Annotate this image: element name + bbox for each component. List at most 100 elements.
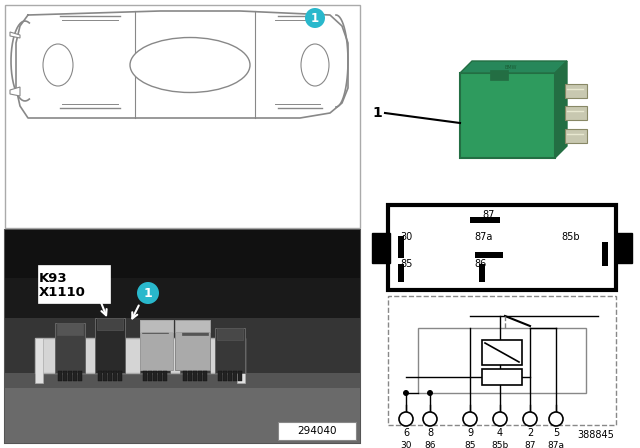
Bar	[193, 371, 197, 381]
Bar	[482, 340, 522, 365]
Bar	[140, 320, 173, 370]
Text: K93: K93	[39, 272, 68, 285]
Polygon shape	[460, 61, 567, 73]
Bar	[565, 129, 587, 143]
Circle shape	[305, 8, 325, 28]
Bar	[479, 264, 485, 282]
Bar	[183, 371, 187, 381]
Text: 87: 87	[524, 440, 536, 448]
Bar	[228, 371, 232, 381]
Bar	[482, 369, 522, 385]
Circle shape	[463, 412, 477, 426]
Bar	[153, 371, 157, 381]
Text: 87a: 87a	[547, 440, 564, 448]
Bar	[113, 371, 117, 381]
Text: 30: 30	[400, 232, 412, 242]
Bar	[35, 338, 43, 383]
Bar	[460, 73, 555, 158]
Bar	[5, 388, 360, 443]
Bar	[5, 230, 360, 278]
Text: 86: 86	[475, 259, 487, 269]
Bar	[372, 233, 390, 263]
Bar	[57, 323, 83, 335]
Text: 85b: 85b	[561, 232, 580, 242]
Text: 1: 1	[311, 12, 319, 25]
Circle shape	[137, 282, 159, 304]
Circle shape	[423, 412, 437, 426]
Text: 87: 87	[482, 210, 495, 220]
Bar	[215, 328, 245, 373]
Text: 30: 30	[400, 440, 412, 448]
Bar	[388, 296, 616, 425]
Text: 1: 1	[372, 106, 382, 120]
Text: 9: 9	[467, 428, 473, 438]
Bar	[223, 371, 227, 381]
Bar	[143, 371, 147, 381]
Bar	[565, 84, 587, 98]
Polygon shape	[10, 32, 20, 38]
Bar	[175, 320, 210, 370]
Bar	[388, 205, 616, 290]
Text: 6: 6	[403, 428, 409, 438]
Ellipse shape	[130, 38, 250, 92]
Circle shape	[523, 412, 537, 426]
Ellipse shape	[43, 44, 73, 86]
Bar	[58, 371, 62, 381]
Bar	[565, 106, 587, 120]
Bar	[238, 371, 242, 381]
Text: 87a: 87a	[475, 232, 493, 242]
Bar	[5, 278, 360, 318]
Bar	[5, 230, 360, 443]
Bar	[470, 217, 500, 223]
Text: 294040: 294040	[297, 426, 337, 436]
Bar	[180, 323, 210, 373]
Bar	[188, 371, 192, 381]
Text: 86: 86	[424, 440, 436, 448]
Bar	[95, 318, 125, 373]
Circle shape	[427, 390, 433, 396]
Bar	[203, 371, 207, 381]
Polygon shape	[10, 87, 20, 96]
Bar	[398, 264, 404, 282]
Bar	[118, 371, 122, 381]
Bar	[163, 371, 167, 381]
Text: 85: 85	[464, 440, 476, 448]
Bar	[78, 371, 82, 381]
Text: 85: 85	[400, 259, 412, 269]
Text: 2: 2	[527, 428, 533, 438]
Text: 1: 1	[143, 287, 152, 300]
Bar	[5, 373, 360, 443]
Text: BMW: BMW	[505, 65, 517, 69]
Circle shape	[549, 412, 563, 426]
Text: 85b: 85b	[492, 440, 509, 448]
Circle shape	[493, 412, 507, 426]
Bar	[148, 371, 152, 381]
Bar	[35, 338, 245, 373]
Bar	[140, 321, 170, 373]
Bar	[140, 320, 173, 332]
Bar	[398, 236, 404, 258]
Bar	[142, 321, 168, 333]
Bar	[63, 371, 67, 381]
Bar	[418, 328, 586, 393]
Bar	[233, 371, 237, 381]
Bar	[5, 5, 360, 228]
Bar	[55, 323, 85, 373]
Bar	[97, 318, 123, 330]
Circle shape	[403, 390, 409, 396]
Bar	[602, 242, 608, 266]
Text: 5: 5	[553, 428, 559, 438]
Bar	[182, 323, 208, 335]
Bar	[175, 320, 210, 332]
Bar	[218, 371, 222, 381]
Bar	[98, 371, 102, 381]
Bar	[490, 70, 508, 80]
Bar	[73, 371, 77, 381]
Bar	[158, 371, 162, 381]
Bar	[616, 233, 632, 263]
Bar	[237, 338, 245, 383]
Circle shape	[399, 412, 413, 426]
Bar	[103, 371, 107, 381]
Text: 388845: 388845	[577, 430, 614, 440]
Bar	[278, 422, 356, 440]
